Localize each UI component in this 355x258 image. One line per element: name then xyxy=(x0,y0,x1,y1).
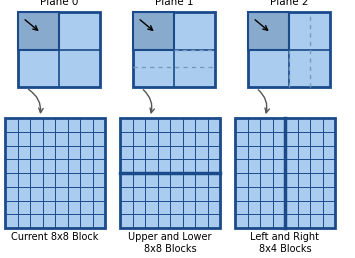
Text: Upper and Lower
8x8 Blocks: Upper and Lower 8x8 Blocks xyxy=(128,232,212,254)
Bar xyxy=(18,12,100,87)
Bar xyxy=(18,12,59,50)
Bar xyxy=(133,12,174,50)
Bar xyxy=(120,118,220,228)
Bar xyxy=(248,12,289,50)
Text: Left and Right
8x4 Blocks: Left and Right 8x4 Blocks xyxy=(251,232,320,254)
Text: Plane 2: Plane 2 xyxy=(270,0,308,7)
Bar xyxy=(248,12,330,87)
Text: Plane 1: Plane 1 xyxy=(155,0,193,7)
Text: Current 8x8 Block: Current 8x8 Block xyxy=(11,232,99,242)
Bar xyxy=(133,12,215,87)
Text: Plane 0: Plane 0 xyxy=(40,0,78,7)
Bar xyxy=(235,118,335,228)
Bar xyxy=(5,118,105,228)
